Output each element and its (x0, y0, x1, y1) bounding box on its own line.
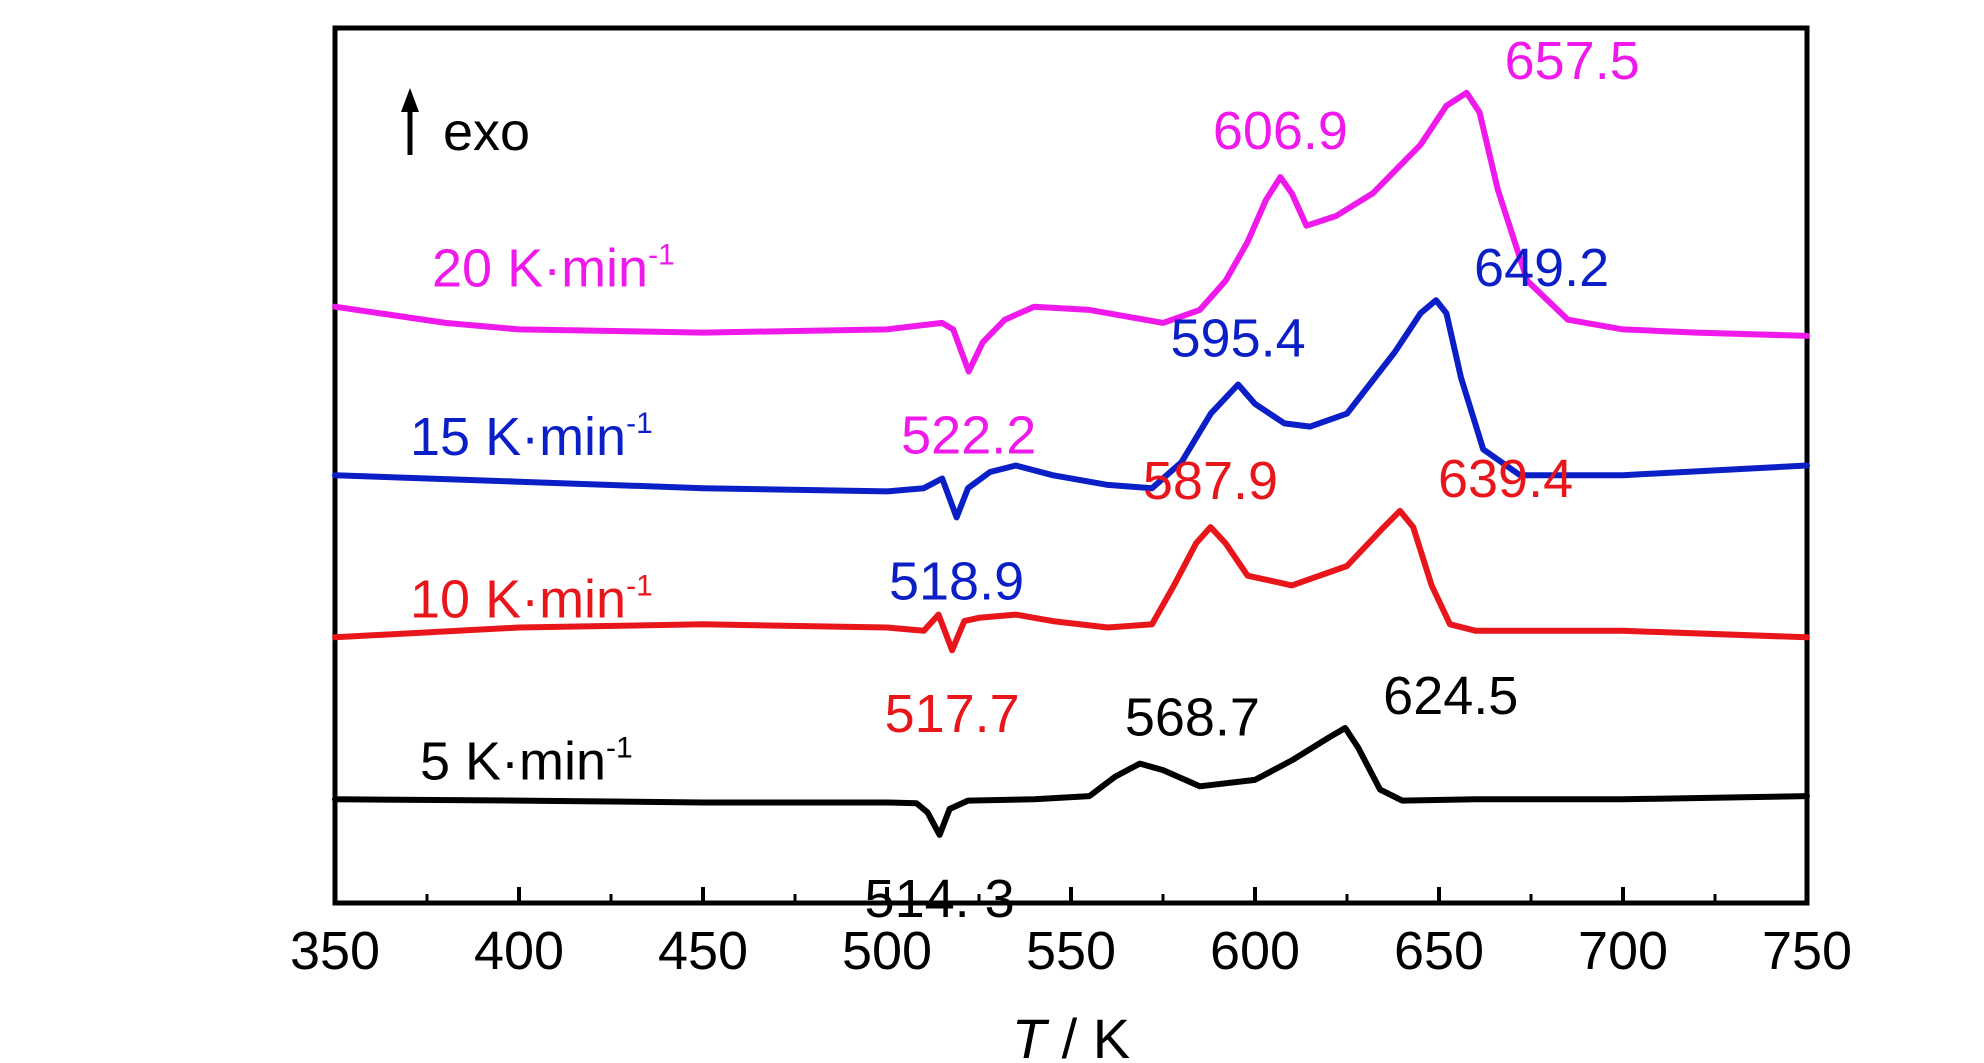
series-label-1: 10 K·min-1 (410, 569, 653, 629)
x-tick-label: 400 (474, 921, 564, 981)
series-line-0 (332, 725, 1810, 838)
peak-label: 522.2 (901, 406, 1036, 466)
peak-label: 517.7 (885, 684, 1020, 744)
peak-label: 587.9 (1143, 451, 1278, 511)
peak-label: 639.4 (1438, 449, 1573, 509)
x-tick-label: 750 (1762, 921, 1852, 981)
x-axis-unit: / K (1046, 1007, 1130, 1063)
x-tick-label: 700 (1578, 921, 1668, 981)
series-label-3: 20 K·min-1 (432, 239, 675, 299)
exo-arrowhead-icon (401, 88, 419, 112)
peak-label: 514. 3 (865, 869, 1015, 929)
series-labels: 5 K·min-1 10 K·min-1 15 K·min-1 20 K·min-1 (410, 239, 675, 792)
series-line-3 (332, 89, 1810, 375)
peak-label: 649.2 (1474, 238, 1609, 298)
x-tick-label: 450 (658, 921, 748, 981)
peak-label: 657.5 (1505, 31, 1640, 91)
series-label-2: 15 K·min-1 (410, 407, 653, 467)
series-line-1 (332, 507, 1810, 654)
peak-annotations: 514. 3 568.7 624.5 517.7 587.9 639.4 518.9 595.… (865, 31, 1640, 929)
peak-label: 606.9 (1213, 101, 1348, 161)
x-axis-variable: T (1012, 1007, 1050, 1063)
x-tick-label: 550 (1026, 921, 1116, 981)
peak-label: 568.7 (1125, 688, 1260, 748)
exo-label: exo (443, 102, 530, 162)
peak-label: 624.5 (1383, 666, 1518, 726)
x-tick-label: 500 (842, 921, 932, 981)
peak-label: 518.9 (889, 551, 1024, 611)
x-tick-label: 350 (290, 921, 380, 981)
x-tick-label: 650 (1394, 921, 1484, 981)
x-axis-title: T / K (1012, 1007, 1130, 1063)
x-axis-ticks: 350 400 450 500 550 600 650 700 750 (290, 887, 1852, 981)
series-layer (332, 89, 1810, 838)
x-tick-label: 600 (1210, 921, 1300, 981)
peak-label: 595.4 (1171, 308, 1306, 368)
exo-indicator: exo (401, 88, 530, 162)
series-line-2 (332, 297, 1810, 521)
series-label-0: 5 K·min-1 (420, 731, 633, 791)
